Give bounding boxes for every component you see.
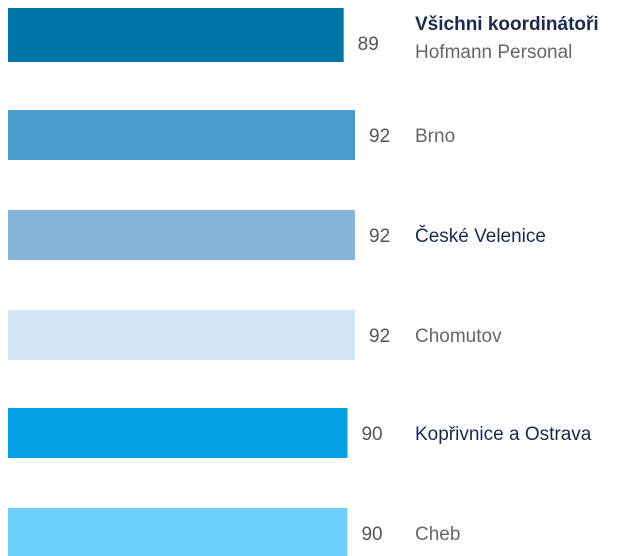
value-label: 89 — [358, 34, 379, 55]
value-label: 92 — [369, 126, 390, 147]
category-label: Kopřivnice a Ostrava — [415, 424, 592, 445]
value-label: 90 — [361, 524, 382, 545]
category-label: Cheb — [415, 524, 460, 545]
value-label: 90 — [361, 424, 382, 445]
value-label: 92 — [369, 226, 390, 247]
bar — [8, 508, 348, 556]
value-label: 92 — [369, 326, 390, 347]
category-label: České Velenice — [415, 225, 546, 247]
category-label: Všichni koordinátoři — [415, 14, 599, 35]
bar — [8, 408, 348, 458]
bar — [8, 110, 355, 160]
category-sublabel: Hofmann Personal — [415, 42, 572, 63]
bar — [8, 310, 355, 360]
category-label: Chomutov — [415, 326, 502, 347]
category-label: Brno — [415, 126, 455, 147]
bar — [8, 210, 355, 260]
bar — [8, 8, 344, 62]
